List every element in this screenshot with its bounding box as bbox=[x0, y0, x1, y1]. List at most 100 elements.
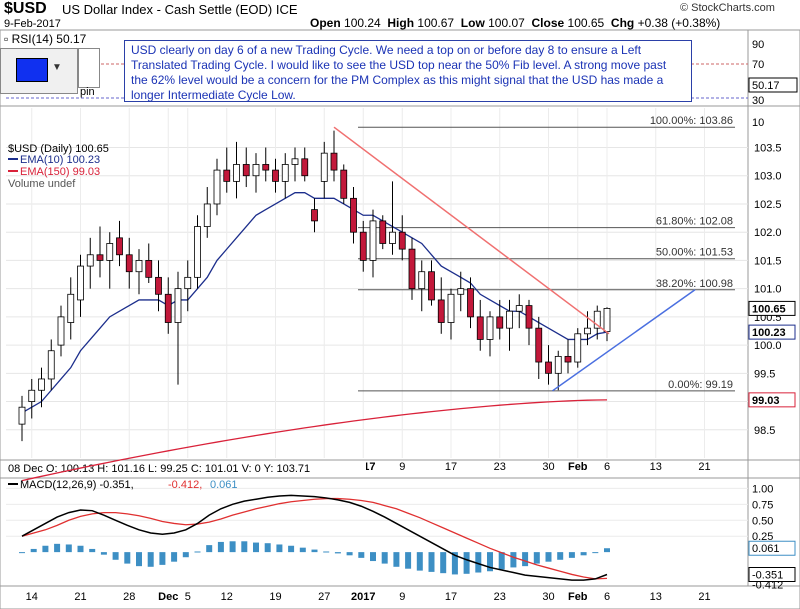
macd-histogram-bar bbox=[229, 541, 236, 553]
macd-x-label: 21 bbox=[74, 591, 86, 603]
candle bbox=[554, 355, 562, 374]
macd-histogram-bar bbox=[451, 552, 458, 575]
candle bbox=[408, 248, 416, 290]
downtrend-line bbox=[333, 126, 610, 335]
macd-histogram-bar bbox=[475, 552, 482, 573]
macd-histogram-bar bbox=[206, 545, 213, 553]
candle bbox=[184, 276, 192, 290]
candle bbox=[437, 299, 445, 323]
candle bbox=[145, 260, 153, 278]
price-tick-label: 99.5 bbox=[754, 368, 775, 380]
price-x-label: 23 bbox=[494, 461, 506, 473]
macd-histogram-bar bbox=[30, 548, 37, 553]
candle bbox=[320, 152, 328, 182]
macd-histogram-bar bbox=[77, 545, 84, 553]
open-label: Open bbox=[310, 16, 341, 30]
macd-histogram-bar bbox=[124, 552, 131, 564]
macd-histogram-bar bbox=[241, 541, 248, 553]
macd-histogram-bar bbox=[545, 552, 552, 562]
annotation-note: USD clearly on day 6 of a new Trading Cy… bbox=[124, 40, 692, 102]
candle bbox=[428, 271, 435, 301]
macd-histogram-bar bbox=[89, 548, 96, 553]
macd-hist-legend: 0.061 bbox=[210, 479, 238, 491]
fib-level-label: 100.00%: 103.86 bbox=[650, 115, 733, 127]
candle bbox=[330, 152, 338, 171]
candle bbox=[506, 310, 513, 329]
macd-signal-tag: -0.412 bbox=[752, 579, 783, 591]
macd-line bbox=[21, 494, 608, 581]
macd-histogram-bar bbox=[311, 549, 318, 553]
price-x-label: Feb bbox=[568, 461, 588, 473]
candle bbox=[603, 308, 611, 332]
candle bbox=[525, 305, 533, 329]
macd-histogram-bar bbox=[276, 544, 283, 553]
candle bbox=[47, 350, 55, 380]
macd-histogram-bar bbox=[136, 552, 142, 567]
candle bbox=[106, 243, 114, 261]
candle bbox=[340, 169, 348, 199]
rsi-tick-label: 70 bbox=[752, 59, 764, 71]
macd-x-label: 30 bbox=[542, 591, 554, 603]
macd-tag-box bbox=[748, 567, 796, 583]
hover-readout-bg bbox=[4, 461, 366, 475]
ema150-tag: 99.03 bbox=[752, 395, 780, 407]
price-x-label: 21 bbox=[698, 461, 710, 473]
uptrend-line bbox=[552, 289, 696, 392]
candle bbox=[67, 293, 75, 323]
macd-x-label: 13 bbox=[650, 591, 662, 603]
pin-label[interactable]: pin bbox=[80, 86, 95, 98]
candle bbox=[418, 271, 426, 290]
candle bbox=[213, 169, 221, 205]
macd-histogram-bar bbox=[557, 552, 564, 560]
macd-histogram-bar bbox=[253, 542, 259, 553]
candle bbox=[467, 288, 474, 318]
macd-tick-label: 0.75 bbox=[752, 499, 773, 511]
chg-label: Chg bbox=[610, 16, 635, 30]
price-x-label: 30 bbox=[542, 461, 554, 473]
macd-hist-tag-box bbox=[748, 540, 796, 556]
candle bbox=[311, 209, 318, 222]
macd-histogram-bar bbox=[592, 552, 599, 554]
macd-x-label: 17 bbox=[445, 591, 457, 603]
macd-histogram-bar bbox=[65, 544, 72, 553]
price-tick-label: 102.0 bbox=[754, 227, 782, 239]
macd-histogram-bar bbox=[112, 552, 119, 560]
macd-histogram-bar bbox=[604, 548, 610, 553]
rsi-icon: ▫ bbox=[4, 32, 9, 46]
macd-histogram-bar bbox=[463, 552, 470, 574]
macd-x-label: 12 bbox=[221, 591, 233, 603]
macd-signal-legend: -0.412, bbox=[168, 479, 202, 491]
candle bbox=[164, 293, 172, 323]
rsi-value-tag bbox=[748, 77, 798, 93]
rsi-tick-label: 90 bbox=[752, 39, 764, 51]
macd-histogram-bar bbox=[19, 552, 25, 554]
hover-readout: 08 Dec O: 100.13 H: 101.16 L: 99.25 C: 1… bbox=[8, 463, 310, 475]
macd-x-label: 27 bbox=[318, 591, 330, 603]
macd-hist-tag: 0.061 bbox=[752, 543, 780, 555]
macd-histogram-bar bbox=[370, 552, 376, 562]
candle bbox=[252, 164, 260, 177]
macd-histogram-bar bbox=[147, 552, 154, 567]
triangle-down-icon[interactable]: ▼ bbox=[52, 62, 62, 73]
macd-histogram-bar bbox=[323, 551, 330, 553]
candle bbox=[77, 265, 84, 301]
rsi-legend: RSI(14) 50.17 bbox=[11, 32, 87, 46]
macd-x-label: 23 bbox=[494, 591, 506, 603]
macd-histogram-bar bbox=[358, 552, 365, 558]
candle bbox=[125, 254, 133, 273]
instrument-name: US Dollar Index - Cash Settle (EOD) ICE bbox=[62, 2, 298, 17]
rsi-tick-label: 10 bbox=[752, 117, 764, 129]
macd-histogram-bar bbox=[405, 552, 412, 569]
pin-toggle[interactable] bbox=[78, 48, 100, 88]
color-swatch[interactable] bbox=[16, 58, 48, 82]
macd-histogram-bar bbox=[334, 552, 341, 554]
ohlc-readout: Open 100.24 High 100.67 Low 100.07 Close… bbox=[310, 16, 720, 30]
candle bbox=[135, 260, 143, 273]
candle bbox=[447, 293, 455, 323]
macd-histogram-bar bbox=[381, 552, 388, 564]
candle bbox=[359, 231, 367, 261]
candle bbox=[18, 406, 26, 425]
price-tick-label: 100.0 bbox=[754, 340, 782, 352]
ema10-legend: EMA(10) 100.23 bbox=[20, 154, 100, 166]
ema150-legend: EMA(150) 99.03 bbox=[20, 166, 100, 178]
